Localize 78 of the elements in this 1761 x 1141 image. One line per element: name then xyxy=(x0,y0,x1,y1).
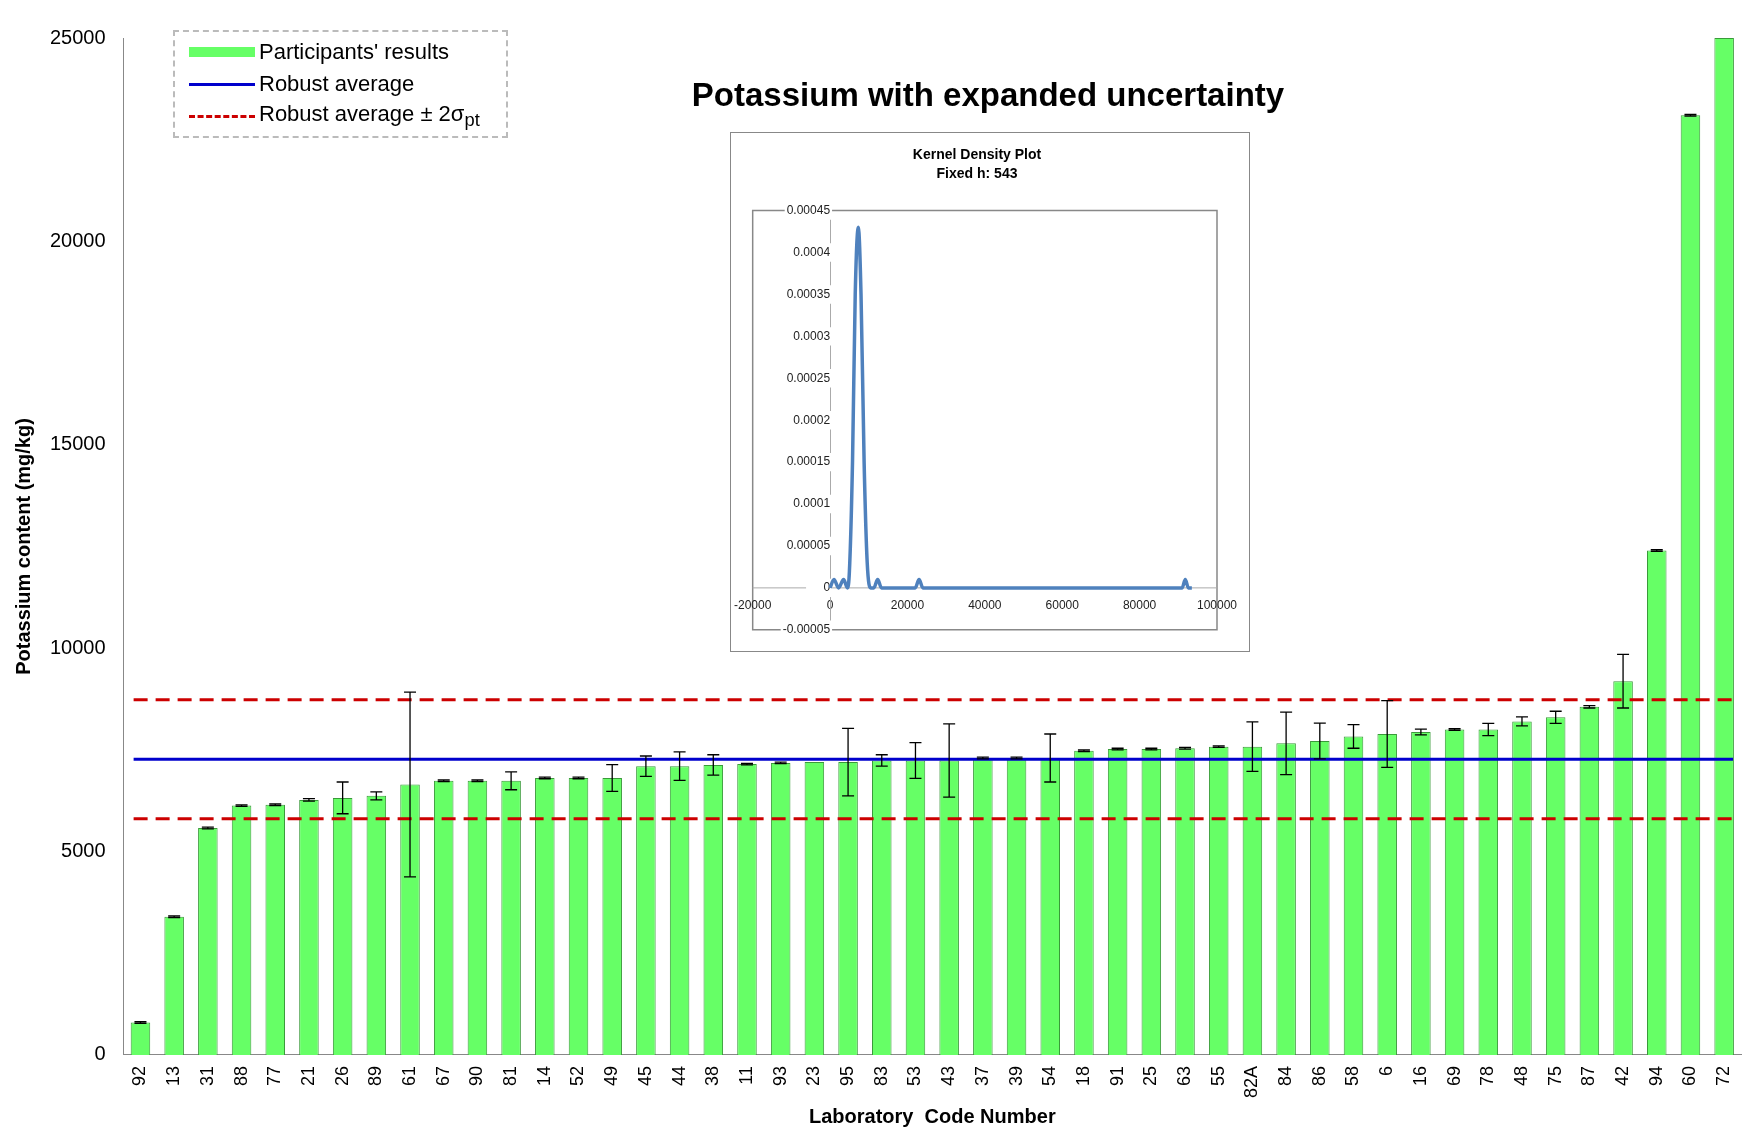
x-tick-label: 38 xyxy=(702,1065,723,1086)
x-tick-label: 83 xyxy=(870,1065,891,1086)
y-tick-label: 0 xyxy=(94,1042,106,1065)
x-tick-label: 44 xyxy=(668,1065,689,1086)
y-tick-label: 0.00025 xyxy=(786,370,831,385)
x-tick-label: 52 xyxy=(567,1065,588,1086)
x-tick-label: 77 xyxy=(264,1065,285,1086)
y-tick-label: 0.00005 xyxy=(786,538,831,553)
x-tick-label: 94 xyxy=(1645,1065,1666,1086)
x-tick-label: 20000 xyxy=(890,598,925,613)
x-tick-label: 92 xyxy=(129,1065,150,1086)
y-tick-label: -0.00005 xyxy=(782,622,831,637)
x-tick-label: 6 xyxy=(1376,1065,1397,1076)
x-tick-label: 95 xyxy=(837,1065,858,1086)
x-tick-label: 60000 xyxy=(1045,598,1080,613)
x-tick-label: -20000 xyxy=(734,598,772,613)
x-tick-label: 72 xyxy=(1713,1065,1734,1086)
y-tick-label: 10000 xyxy=(49,635,106,658)
x-tick-label: 84 xyxy=(1275,1065,1296,1086)
x-tick-label: 93 xyxy=(769,1065,790,1086)
y-tick-label: 15000 xyxy=(49,432,106,455)
x-tick-label: 31 xyxy=(196,1065,217,1086)
x-tick-label: 39 xyxy=(1005,1065,1026,1086)
x-tick-label: 42 xyxy=(1612,1065,1633,1086)
x-tick-label: 21 xyxy=(297,1065,318,1086)
y-tick-label: 5000 xyxy=(61,839,106,862)
chart-subtitle: Fixed h: 543 xyxy=(936,165,1018,182)
x-tick-label: 78 xyxy=(1477,1065,1498,1086)
x-tick-label: 43 xyxy=(938,1065,959,1086)
x-tick-label: 81 xyxy=(500,1065,521,1086)
x-tick-label: 80000 xyxy=(1122,598,1157,613)
x-tick-label: 25 xyxy=(1140,1065,1161,1086)
x-tick-label: 90 xyxy=(466,1065,487,1086)
x-tick-label: 58 xyxy=(1342,1065,1363,1086)
x-tick-label: 87 xyxy=(1578,1065,1599,1086)
x-tick-label: 91 xyxy=(1106,1065,1127,1086)
y-tick-label: 0.0002 xyxy=(793,412,831,427)
x-tick-label: 26 xyxy=(331,1065,352,1086)
x-tick-label: 37 xyxy=(971,1065,992,1086)
chart-title: Kernel Density Plot xyxy=(912,146,1042,163)
x-tick-label: 48 xyxy=(1510,1065,1531,1086)
y-tick-label: 0.0003 xyxy=(793,328,831,343)
y-tick-label: 0.00045 xyxy=(786,202,831,217)
y-axis-title: Potassium content (mg/kg) xyxy=(11,418,34,675)
x-tick-label: 13 xyxy=(163,1065,184,1086)
x-tick-label: 40000 xyxy=(968,598,1002,613)
x-tick-label: 18 xyxy=(1072,1065,1093,1086)
x-tick-label: 23 xyxy=(803,1065,824,1086)
y-tick-label: 20000 xyxy=(49,228,106,251)
x-tick-label: 100000 xyxy=(1196,598,1238,613)
x-tick-label: 49 xyxy=(601,1065,622,1086)
x-tick-label: 89 xyxy=(365,1065,386,1086)
x-tick-label: 14 xyxy=(533,1065,554,1086)
y-tick-label: 0.00035 xyxy=(786,286,831,301)
x-tick-label: 75 xyxy=(1544,1065,1565,1086)
x-tick-label: 54 xyxy=(1039,1065,1060,1086)
y-tick-label: 0.00015 xyxy=(786,454,831,469)
x-tick-label: 60 xyxy=(1679,1065,1700,1086)
x-tick-label: 16 xyxy=(1409,1065,1430,1086)
x-tick-label: 61 xyxy=(399,1065,419,1086)
x-tick-label: 55 xyxy=(1207,1065,1228,1086)
legend-label: Participants' results xyxy=(259,39,450,65)
x-tick-label: 88 xyxy=(230,1065,251,1086)
y-tick-label: 0.0004 xyxy=(793,244,831,259)
x-tick-label: 86 xyxy=(1308,1065,1329,1086)
x-tick-label: 63 xyxy=(1173,1065,1194,1086)
x-tick-label: 69 xyxy=(1443,1065,1464,1086)
x-tick-label: 53 xyxy=(904,1065,925,1086)
y-tick-label: 0.0001 xyxy=(793,496,831,511)
y-tick-label: 25000 xyxy=(49,25,106,48)
text: Potassium with expanded uncertainty xyxy=(690,76,1286,114)
x-tick-label: 45 xyxy=(634,1065,655,1086)
legend-label: Robust average ± 2σ$_{pt}$ xyxy=(259,100,480,132)
legend-label: Robust average xyxy=(259,71,415,97)
x-tick-label: 11 xyxy=(735,1065,756,1085)
x-tick-label: 82A xyxy=(1241,1065,1262,1098)
x-axis-title: Laboratory Code Number xyxy=(808,1104,1056,1127)
x-tick-label: 67 xyxy=(432,1065,453,1086)
